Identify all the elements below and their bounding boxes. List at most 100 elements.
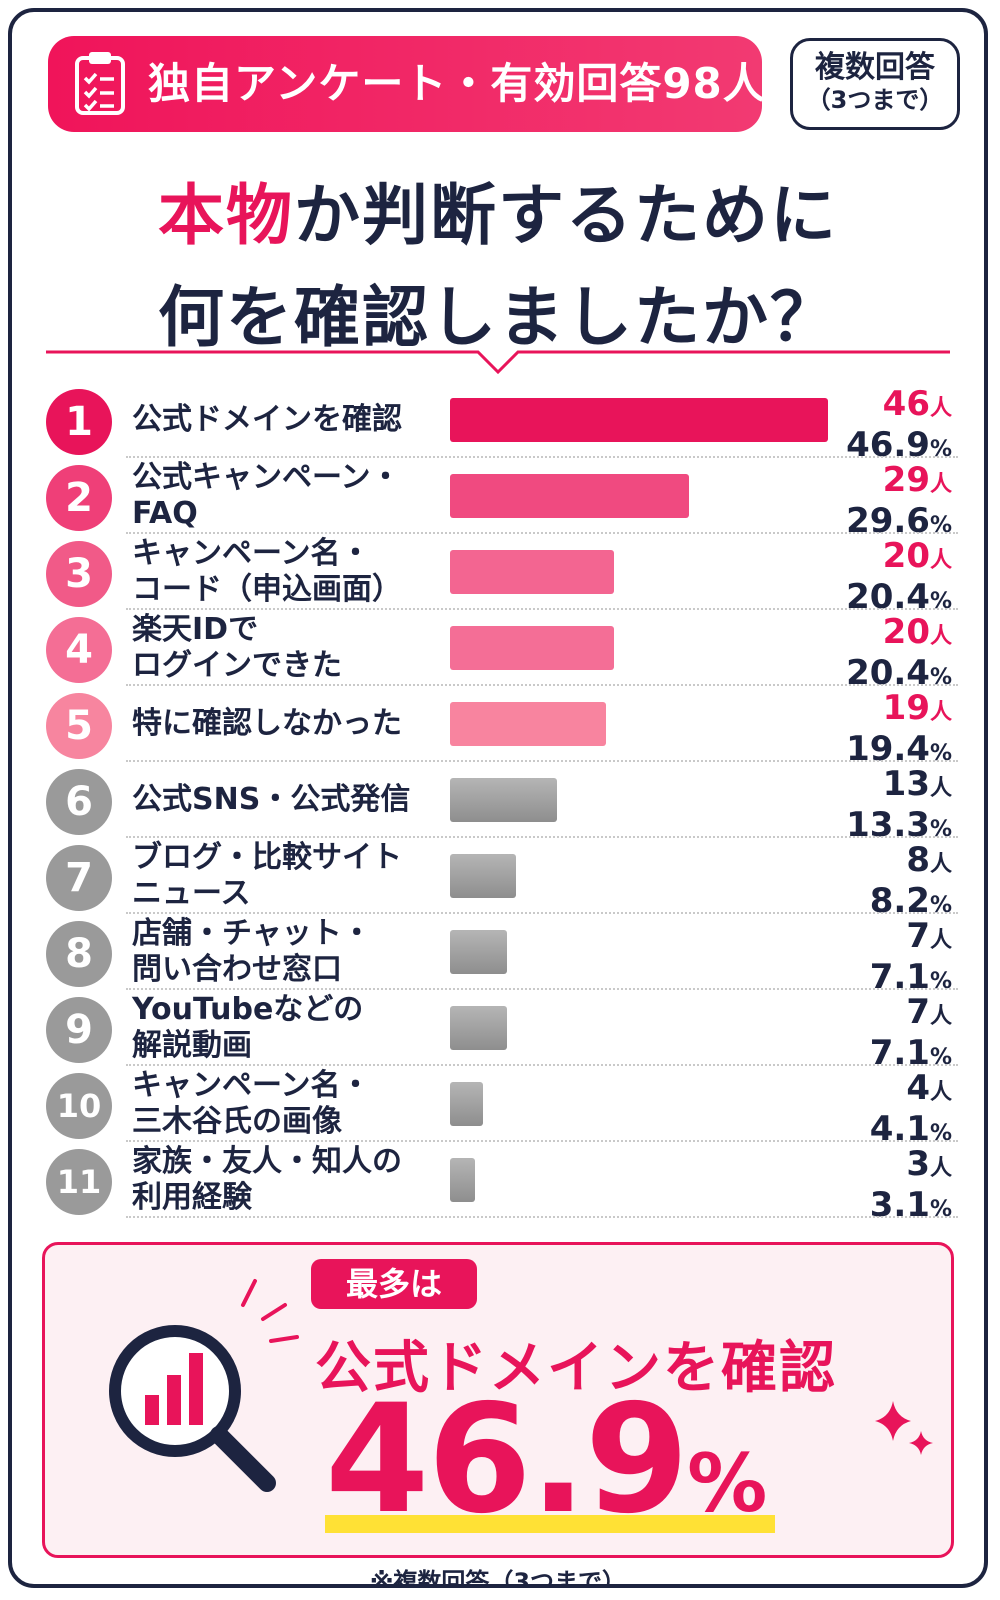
bar: [450, 854, 516, 898]
pct-unit: %: [929, 1197, 952, 1222]
rank-badge: 7: [46, 845, 112, 911]
category-label: YouTubeなどの 解説動画: [132, 992, 364, 1063]
count-number: 46: [882, 384, 930, 424]
highlight-underline: [325, 1515, 775, 1533]
count-number: 4: [906, 1068, 930, 1108]
pct-unit: %: [929, 513, 952, 538]
summary-unit: %: [687, 1437, 767, 1530]
count-number: 7: [906, 916, 930, 956]
category-label: 店舗・チャット・ 問い合わせ窓口: [132, 916, 372, 987]
title-accent: 本物: [158, 177, 294, 254]
bar-row: 5 特に確認しなかった 19人 19.4%: [46, 686, 958, 767]
summary-box: 最多は 公式ドメインを確認 46.9%: [42, 1242, 954, 1558]
summary-value: 46.9%: [325, 1385, 767, 1559]
bar: [450, 930, 507, 974]
rank-badge: 11: [46, 1149, 112, 1215]
row-separator: [126, 608, 958, 610]
count-unit: 人: [929, 548, 952, 573]
summary-number: 46.9: [325, 1373, 689, 1547]
row-separator: [126, 1064, 958, 1066]
count-number: 20: [882, 536, 930, 576]
pct-unit: %: [929, 969, 952, 994]
count-unit: 人: [929, 396, 952, 421]
count-label: 20人: [846, 614, 952, 655]
most-tag: 最多は: [311, 1259, 477, 1309]
count-unit: 人: [929, 776, 952, 801]
bar: [450, 702, 606, 746]
bar: [450, 1082, 483, 1126]
count-unit: 人: [929, 928, 952, 953]
count-unit: 人: [929, 700, 952, 725]
rank-badge: 8: [46, 921, 112, 987]
count-label: 8人: [870, 842, 952, 883]
bar-row: 7 ブログ・比較サイト ニュース 8人 8.2%: [46, 838, 958, 919]
count-unit: 人: [929, 1156, 952, 1181]
rank-badge: 2: [46, 465, 112, 531]
bar: [450, 626, 614, 670]
bar-row: 10 キャンペーン名・ 三木谷氏の画像 4人 4.1%: [46, 1066, 958, 1147]
count-number: 19: [882, 688, 930, 728]
count-label: 20人: [846, 538, 952, 579]
bar: [450, 398, 828, 442]
title-divider: [46, 350, 950, 375]
pct-unit: %: [929, 893, 952, 918]
footnote: ※複数回答（3つまで）: [369, 1568, 627, 1588]
chart-title-line1: 本物か判断するために: [12, 162, 984, 258]
count-number: 20: [882, 612, 930, 652]
survey-label-pill: 独自アンケート・有効回答98人: [48, 36, 765, 132]
count-label: 19人: [846, 690, 952, 731]
row-separator: [126, 988, 958, 990]
bar-row: 3 キャンペーン名・ コード（申込画面） 20人 20.4%: [46, 534, 958, 615]
rank-badge: 10: [46, 1073, 112, 1139]
row-separator: [126, 760, 958, 762]
category-label: 公式SNS・公式発信: [132, 782, 411, 817]
bar-row: 11 家族・友人・知人の 利用経験 3人 3.1%: [46, 1142, 958, 1223]
pct-label: 3.1%: [870, 1187, 952, 1228]
category-label: 公式ドメインを確認: [132, 402, 402, 437]
clipboard-icon: [75, 52, 125, 115]
badge-line2: （3つまで）: [806, 86, 944, 114]
category-label: キャンペーン名・ 三木谷氏の画像: [132, 1068, 371, 1139]
row-separator: [126, 1216, 958, 1218]
title-line1-rest: か判断するために: [294, 177, 838, 254]
row-separator: [126, 912, 958, 914]
category-label: 家族・友人・知人の 利用経験: [132, 1144, 402, 1215]
count-unit: 人: [929, 624, 952, 649]
count-number: 7: [906, 992, 930, 1032]
count-unit: 人: [929, 852, 952, 877]
count-label: 3人: [870, 1146, 952, 1187]
pct-unit: %: [929, 1045, 952, 1070]
pct-unit: %: [929, 817, 952, 842]
bar-row: 8 店舗・チャット・ 問い合わせ窓口 7人 7.1%: [46, 914, 958, 995]
bar-row: 1 公式ドメインを確認 46人 46.9%: [46, 382, 958, 463]
bar: [450, 474, 689, 518]
category-label: キャンペーン名・ コード（申込画面）: [132, 536, 402, 607]
bar: [450, 550, 614, 594]
bar-row: 6 公式SNS・公式発信 13人 13.3%: [46, 762, 958, 843]
pct-unit: %: [929, 665, 952, 690]
summary-label: 公式ドメインを確認: [315, 1336, 837, 1401]
pct-unit: %: [929, 741, 952, 766]
magnifier-chart-icon: [109, 1279, 299, 1492]
row-separator: [126, 836, 958, 838]
chart-title-line2: 何を確認しましたか？: [158, 279, 838, 356]
rank-badge: 3: [46, 541, 112, 607]
row-separator: [126, 1140, 958, 1142]
sparkle-icon: [875, 1401, 933, 1455]
bar: [450, 1158, 475, 1202]
count-label: 29人: [846, 462, 952, 503]
count-label: 4人: [870, 1070, 952, 1111]
row-separator: [126, 456, 958, 458]
count-label: 46人: [846, 386, 952, 427]
count-unit: 人: [929, 1080, 952, 1105]
row-separator: [126, 532, 958, 534]
category-label: 公式キャンペーン・ FAQ: [132, 460, 401, 531]
category-label: ブログ・比較サイト ニュース: [132, 840, 402, 911]
rank-badge: 9: [46, 997, 112, 1063]
bar: [450, 778, 557, 822]
rank-badge: 6: [46, 769, 112, 835]
infographic-card: 独自アンケート・有効回答98人 複数回答 （3つまで） 本物か判断するために 何…: [8, 8, 988, 1588]
rank-badge: 4: [46, 617, 112, 683]
badge-line1: 複数回答: [815, 50, 935, 85]
bar-row: 9 YouTubeなどの 解説動画 7人 7.1%: [46, 990, 958, 1071]
